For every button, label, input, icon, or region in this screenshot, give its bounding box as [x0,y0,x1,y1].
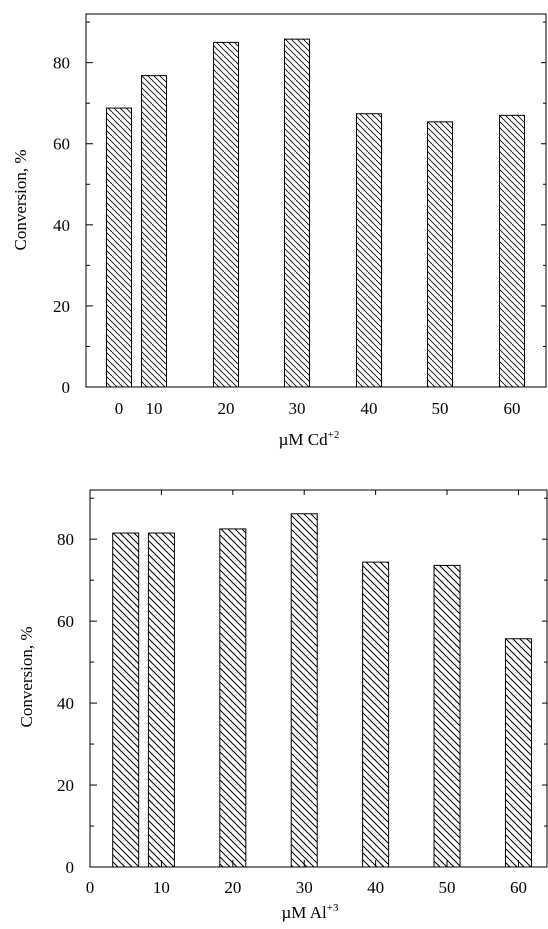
x-tick-label: 60 [504,399,521,418]
bar [147,532,175,868]
plot-frame [89,489,548,868]
x-axis-label-main: µM Al [282,903,327,922]
x-axis-label: µM Al+3 [282,902,339,922]
bar [356,113,382,388]
bar [112,532,140,868]
x-tick-label: 30 [289,399,306,418]
bar [284,38,310,388]
y-axis: 0 20 40 60 80 [53,21,546,397]
plot-frame [85,13,547,388]
y-axis-label: Conversion, % [17,626,36,727]
x-tick-label: 20 [218,399,235,418]
y-tick-label: 0 [62,378,71,397]
y-tick-label: 60 [57,612,74,631]
y-tick-label: 40 [57,694,74,713]
bar [433,564,461,868]
y-axis-label: Conversion, % [11,149,30,250]
bar [219,528,247,868]
y-tick-label: 80 [57,530,74,549]
x-tick-label: 60 [510,878,527,897]
bars [112,513,532,868]
y-tick-label: 20 [53,297,70,316]
x-tick-label: 0 [86,878,95,897]
bars [106,38,525,388]
x-tick-label: 0 [115,399,124,418]
x-axis-label-superscript: +3 [327,902,339,914]
y-tick-label: 40 [53,216,70,235]
bar [499,114,525,388]
x-axis-label-main: µM Cd [279,430,328,449]
chart-aluminum: 0 20 40 60 80 0 10 20 30 40 50 60 Conversion, % µM… [17,489,548,922]
x-axis-label: µM Cd+2 [279,429,340,449]
x-tick-label: 40 [361,399,378,418]
x-tick-label: 10 [146,399,163,418]
x-tick-label: 40 [367,878,384,897]
x-tick-label: 10 [153,878,170,897]
bar [213,41,239,388]
x-tick-label: 30 [296,878,313,897]
bar [362,561,390,868]
chart-cadmium: 0 20 40 60 80 0 10 20 30 40 50 60 Conversion, % µM… [11,13,547,449]
y-axis: 0 20 40 60 80 [57,497,547,877]
x-tick-label: 50 [432,399,449,418]
x-axis-label-superscript: +2 [328,429,340,441]
bar [141,75,167,388]
bar [290,513,318,868]
y-tick-label: 80 [53,54,70,73]
x-tick-label: 20 [224,878,241,897]
y-tick-label: 0 [66,858,75,877]
bar [106,107,132,388]
x-axis: 0 10 20 30 40 50 60 [115,399,521,418]
x-tick-label: 50 [439,878,456,897]
bar [427,121,453,388]
bar [504,638,532,868]
y-tick-label: 20 [57,776,74,795]
y-tick-label: 60 [53,135,70,154]
